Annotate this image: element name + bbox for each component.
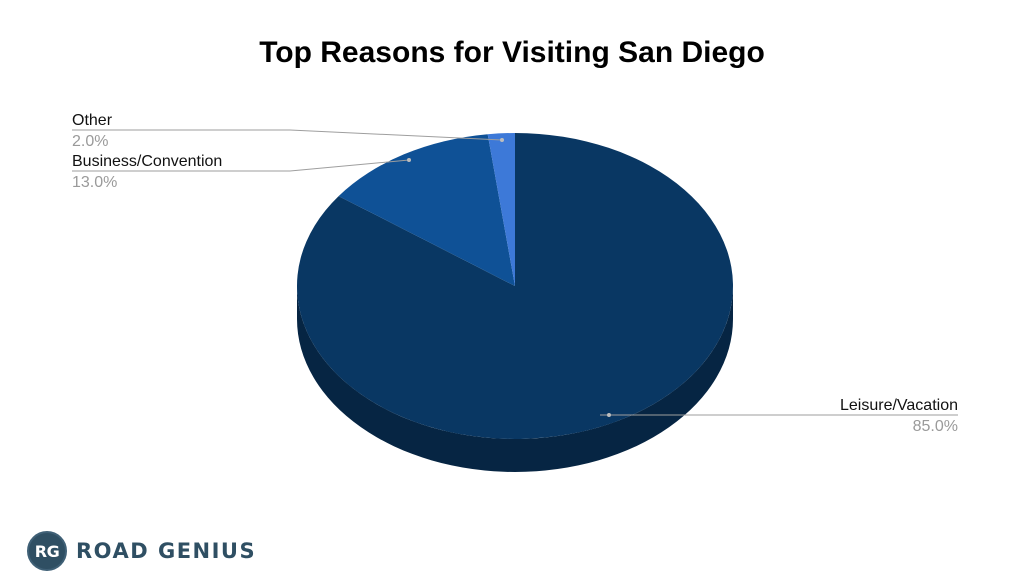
slice-value-leisure-vacation: 85.0%: [913, 418, 958, 435]
slice-value-other: 2.0%: [72, 133, 108, 150]
brand-name: ROAD GENIUS: [76, 539, 257, 563]
pie-slice-other: [487, 133, 515, 286]
leader-dot-business-convention: [407, 158, 411, 162]
leader-dot-other: [500, 138, 504, 142]
pie-depth: [297, 286, 733, 472]
chart-title: Top Reasons for Visiting San Diego: [259, 36, 765, 69]
pie-depth-leisure-vacation: [297, 286, 733, 472]
slice-labels: Leisure/Vacation 85.0% Business/Convention…: [72, 112, 958, 435]
slice-value-business-convention: 13.0%: [72, 174, 117, 191]
leader-line-business-convention: [72, 159, 410, 172]
leader-dot-leisure-vacation: [607, 413, 611, 417]
pie-slices: [296, 133, 733, 439]
slice-label-other: Other: [72, 112, 113, 129]
pie-slice-business-convention: [338, 134, 515, 286]
brand-badge: RG: [27, 531, 67, 571]
slice-label-business-convention: Business/Convention: [72, 153, 222, 170]
leader-line-other: [72, 129, 503, 141]
slice-label-leisure-vacation: Leisure/Vacation: [840, 397, 958, 414]
road-genius-logo: RG ROAD GENIUS: [27, 530, 256, 572]
